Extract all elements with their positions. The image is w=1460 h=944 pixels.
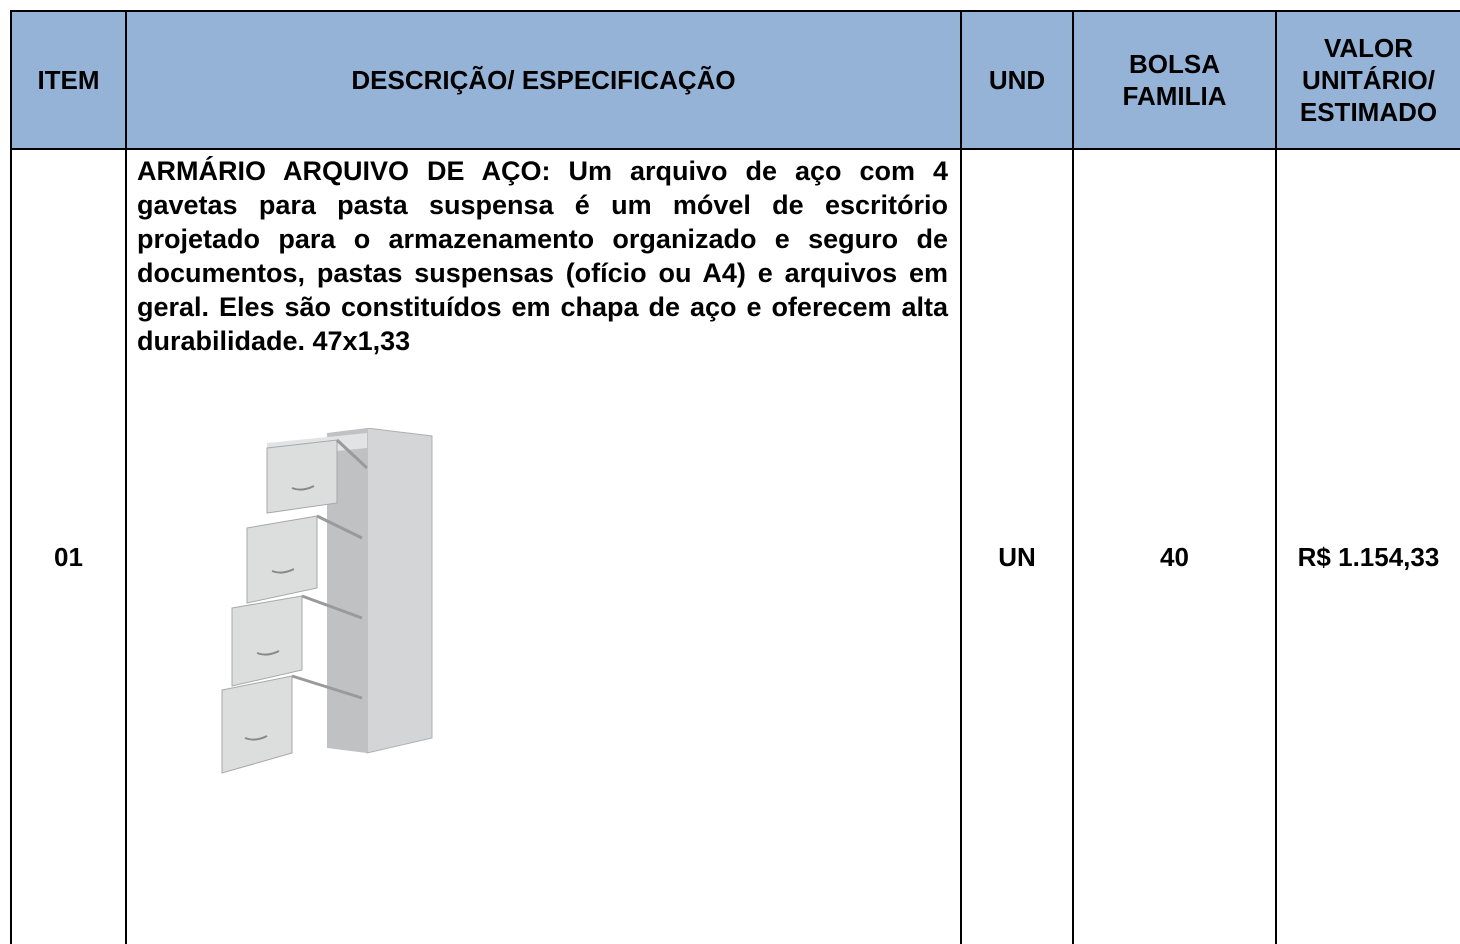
description-text: ARMÁRIO ARQUIVO DE AÇO: Um arquivo de aç… bbox=[137, 156, 948, 356]
quantity-cell: 40 bbox=[1072, 148, 1277, 944]
unit-cell: UN bbox=[960, 148, 1074, 944]
table-wrap: ITEM DESCRIÇÃO/ ESPECIFICAÇÃO UND BOLSA … bbox=[10, 10, 1460, 944]
header-cell: VALOR UNITÁRIO/ ESTIMADO bbox=[1275, 10, 1460, 150]
header-cell: ITEM bbox=[10, 10, 127, 150]
price-cell: R$ 1.154,33 bbox=[1275, 148, 1460, 944]
header-cell: DESCRIÇÃO/ ESPECIFICAÇÃO bbox=[125, 10, 962, 150]
table: ITEM DESCRIÇÃO/ ESPECIFICAÇÃO UND BOLSA … bbox=[10, 10, 1460, 944]
header-row: ITEM DESCRIÇÃO/ ESPECIFICAÇÃO UND BOLSA … bbox=[10, 10, 1460, 150]
cabinet-image bbox=[221, 428, 433, 774]
item-cell: 01 bbox=[10, 148, 127, 944]
header-cell: UND bbox=[960, 10, 1074, 150]
header-cell: BOLSA FAMILIA bbox=[1072, 10, 1277, 150]
description-cell: ARMÁRIO ARQUIVO DE AÇO: Um arquivo de aç… bbox=[125, 148, 962, 944]
body-row: 01 ARMÁRIO ARQUIVO DE AÇO: Um arquivo de… bbox=[10, 148, 1460, 944]
